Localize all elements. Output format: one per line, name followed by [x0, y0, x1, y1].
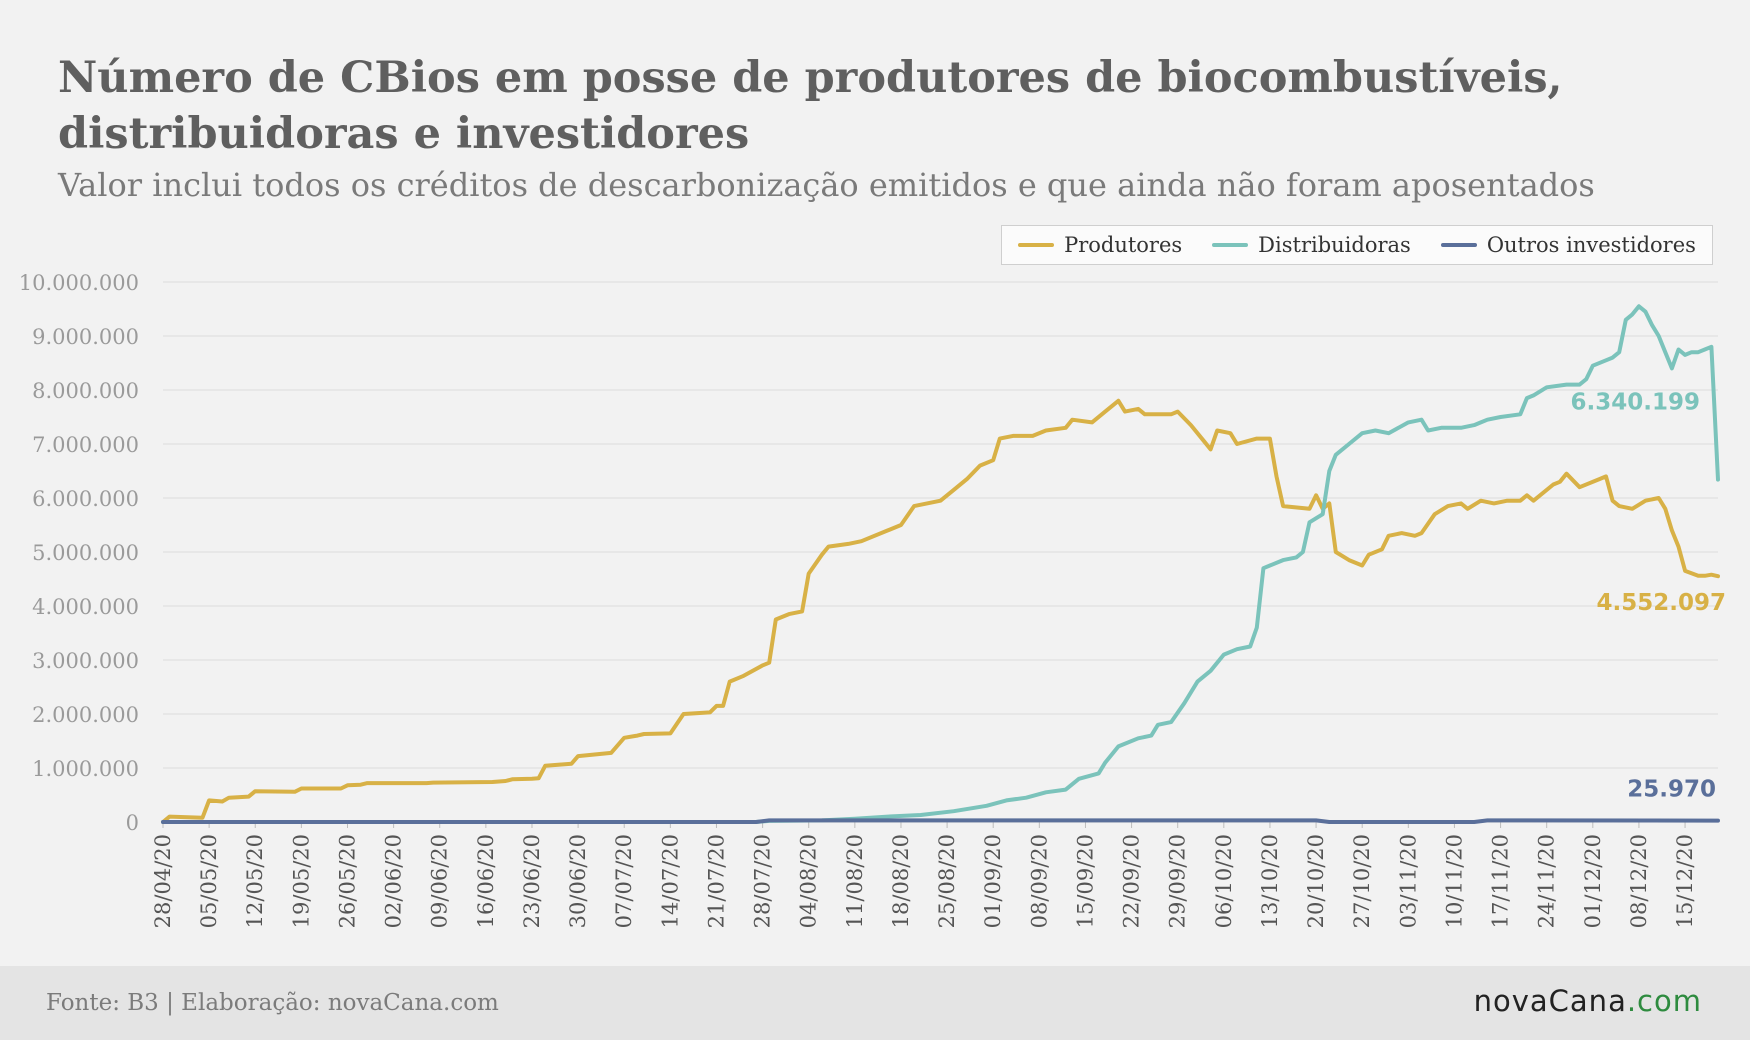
x-tick-label: 08/09/20 — [1027, 834, 1051, 928]
series-line-outros-investidores — [161, 818, 1720, 824]
x-tick-label: 11/08/20 — [843, 834, 867, 928]
y-tick-label: 0 — [126, 811, 139, 835]
x-tick-label: 02/06/20 — [382, 834, 406, 928]
end-value-labels: 4.552.097 6.340.199 25.970 — [1571, 390, 1727, 803]
y-tick-label: 7.000.000 — [32, 433, 139, 457]
y-tick-label: 6.000.000 — [32, 487, 139, 511]
x-tick-label: 01/09/20 — [981, 834, 1005, 928]
legend-swatch-produtores — [1018, 243, 1055, 247]
legend-label-distribuidoras: Distribuidoras — [1258, 233, 1411, 257]
x-tick-label: 04/08/20 — [797, 834, 821, 928]
x-tick-label: 27/10/20 — [1350, 834, 1374, 928]
x-tick-label: 01/12/20 — [1581, 834, 1605, 928]
x-tick-label: 22/09/20 — [1120, 834, 1144, 928]
legend-item-produtores[interactable]: Produtores — [1018, 233, 1182, 257]
legend-item-distribuidoras[interactable]: Distribuidoras — [1212, 233, 1411, 257]
x-tick-label: 15/12/20 — [1673, 834, 1697, 928]
y-tick-label: 9.000.000 — [32, 325, 139, 349]
chart-title: Número de CBios em posse de produtores d… — [58, 50, 1658, 162]
novacana-logo: novaCana.com — [1474, 984, 1702, 1018]
x-tick-label: 26/05/20 — [335, 834, 359, 928]
x-tick-label: 29/09/20 — [1166, 834, 1190, 928]
x-tick-label: 25/08/20 — [935, 834, 959, 928]
footer-bar: Fonte: B3 | Elaboração: novaCana.com nov… — [0, 966, 1750, 1040]
legend-swatch-distribuidoras — [1212, 243, 1249, 247]
chart-title-line2: distribuidoras e investidores — [58, 109, 750, 159]
grid-lines — [163, 281, 1718, 823]
x-axis-labels: 28/04/20 05/05/20 12/05/20 19/05/20 26/05/20… — [151, 822, 1697, 928]
legend-label-outros-investidores: Outros investidores — [1486, 233, 1696, 257]
y-tick-label: 5.000.000 — [32, 541, 139, 565]
series-line-produtores — [161, 398, 1720, 824]
x-tick-label: 15/09/20 — [1073, 834, 1097, 928]
x-tick-label: 23/06/20 — [520, 834, 544, 928]
line-chart: 0 1.000.000 2.000.000 3.000.000 4.000.000 5.0… — [19, 271, 1727, 928]
chart-subtitle: Valor inclui todos os créditos de descar… — [58, 166, 1595, 204]
legend-label-produtores: Produtores — [1064, 233, 1183, 257]
x-tick-label: 20/10/20 — [1304, 834, 1328, 928]
x-tick-label: 09/06/20 — [428, 834, 452, 928]
x-tick-label: 30/06/20 — [566, 834, 590, 928]
end-label-distribuidoras: 6.340.199 — [1571, 390, 1701, 416]
end-label-outros-investidores: 25.970 — [1627, 777, 1716, 803]
x-tick-label: 05/05/20 — [197, 834, 221, 928]
legend-item-outros-investidores[interactable]: Outros investidores — [1440, 233, 1696, 257]
end-label-produtores: 4.552.097 — [1597, 590, 1727, 616]
x-tick-label: 28/07/20 — [751, 834, 775, 928]
logo-main-text: novaCana — [1473, 984, 1627, 1018]
logo-suffix-text: .com — [1626, 984, 1702, 1018]
y-tick-label: 8.000.000 — [32, 379, 139, 403]
y-tick-label: 4.000.000 — [32, 595, 139, 619]
x-tick-label: 13/10/20 — [1258, 834, 1282, 928]
series-lines — [161, 304, 1720, 824]
x-tick-label: 16/06/20 — [474, 834, 498, 928]
x-tick-label: 24/11/20 — [1535, 834, 1559, 928]
y-tick-label: 1.000.000 — [32, 757, 139, 781]
y-tick-label: 10.000.000 — [19, 271, 139, 295]
chart-title-line1: Número de CBios em posse de produtores d… — [58, 53, 1563, 103]
x-tick-label: 07/07/20 — [612, 834, 636, 928]
x-tick-label: 21/07/20 — [704, 834, 728, 928]
x-tick-label: 06/10/20 — [1212, 834, 1236, 928]
x-tick-label: 14/07/20 — [658, 834, 682, 928]
source-credit: Fonte: B3 | Elaboração: novaCana.com — [46, 990, 499, 1016]
series-line-distribuidoras — [161, 304, 1720, 824]
y-tick-label: 2.000.000 — [32, 703, 139, 727]
chart-legend: Produtores Distribuidoras Outros investi… — [1001, 225, 1713, 265]
x-tick-label: 08/12/20 — [1627, 834, 1651, 928]
legend-swatch-outros-investidores — [1440, 243, 1477, 247]
x-tick-label: 17/11/20 — [1489, 834, 1513, 928]
x-tick-label: 28/04/20 — [151, 834, 175, 928]
x-tick-label: 18/08/20 — [889, 834, 913, 928]
x-tick-label: 10/11/20 — [1442, 834, 1466, 928]
y-tick-label: 3.000.000 — [32, 649, 139, 673]
x-tick-label: 19/05/20 — [289, 834, 313, 928]
x-tick-label: 12/05/20 — [243, 834, 267, 928]
x-tick-label: 03/11/20 — [1396, 834, 1420, 928]
y-axis-labels: 0 1.000.000 2.000.000 3.000.000 4.000.000 5.0… — [19, 271, 139, 835]
